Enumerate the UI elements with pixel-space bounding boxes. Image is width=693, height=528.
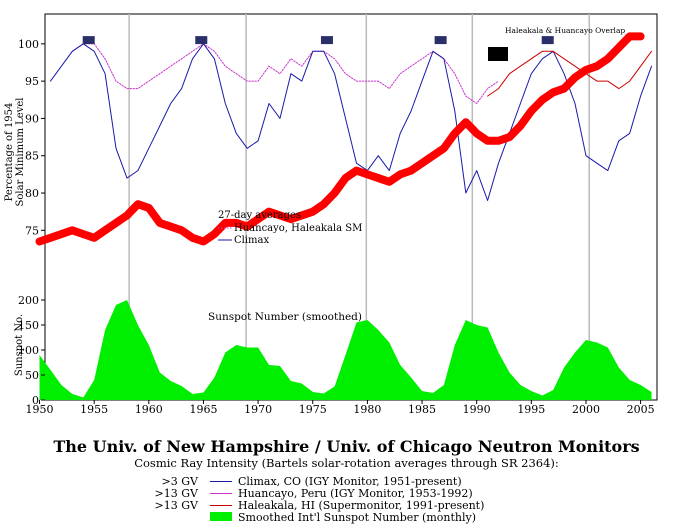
legend-item-haleakala: >13 GV Haleakala, HI (Supermonitor, 1991… (150, 499, 650, 512)
x-tick-label: 1965 (189, 403, 217, 416)
x-tick-label: 1960 (135, 403, 163, 416)
y-tick-label: 75 (25, 224, 39, 237)
x-tick-label: 1970 (244, 403, 272, 416)
legend-swatch (210, 493, 232, 494)
legend-swatch (210, 512, 232, 521)
x-tick-label: 1950 (26, 403, 54, 416)
overlap-marker (488, 47, 508, 61)
y-tick-label: 100 (18, 38, 39, 51)
x-tick-label: 2000 (572, 403, 600, 416)
legend-swatch (210, 481, 232, 482)
inset-title: 27-day averages (218, 210, 301, 221)
x-tick-label: 1980 (353, 403, 381, 416)
x-tick-label: 1985 (408, 403, 436, 416)
x-tick-label: 1955 (80, 403, 108, 416)
legend-gv: >13 GV (154, 487, 198, 500)
inset-legend-label: Climax (234, 235, 269, 246)
x-tick-label: 2005 (627, 403, 655, 416)
legend-label: Climax, CO (IGY Monitor, 1951-present) (238, 475, 462, 488)
solar-min-marker (434, 36, 447, 45)
chart-title: The Univ. of New Hampshire / Univ. of Ch… (53, 437, 640, 456)
climax-series-line (50, 43, 652, 201)
chart-canvas: 1950 1955 1960 1965 1970 1975 1980 1985 1990 1995… (4, 13, 658, 416)
smoothed-overlay-line (35, 32, 645, 246)
sunspot-annotation: Sunspot Number (smoothed) (208, 311, 362, 323)
top-y-axis-label: Solar Minimum Level (15, 98, 26, 207)
overlap-label: Haleakala & Huancayo Overlap (505, 26, 625, 35)
legend-gv: >13 GV (154, 499, 198, 512)
haleakala-series-line (487, 50, 652, 97)
top-y-axis-label: Percentage of 1954 (4, 103, 15, 202)
legend-label: Haleakala, HI (Supermonitor, 1991-presen… (238, 499, 485, 512)
legend-item-climax: >3 GV Climax, CO (IGY Monitor, 1951-pres… (150, 475, 650, 488)
solar-min-marker (82, 36, 95, 45)
legend-swatch (210, 505, 232, 506)
legend-label: Huancayo, Peru (IGY Monitor, 1953-1992) (238, 487, 473, 500)
legend-item-huancayo: >13 GV Huancayo, Peru (IGY Monitor, 1953… (150, 487, 650, 500)
sunspot-area (39, 300, 652, 400)
chart-subtitle: Cosmic Ray Intensity (Bartels solar-rota… (134, 456, 559, 470)
y-tick-label: 100 (18, 344, 39, 357)
x-tick-label: 1975 (299, 403, 327, 416)
huancayo-series-line (71, 43, 499, 104)
legend-label: Smoothed Int'l Sunspot Number (monthly) (238, 511, 476, 524)
y-tick-label: 150 (18, 319, 39, 332)
inset-legend-label: Huancayo, Haleakala SM (234, 223, 362, 234)
x-tick-label: 1990 (463, 403, 491, 416)
solar-min-marker (195, 36, 208, 45)
legend-gv: >3 GV (161, 475, 198, 488)
y-tick-label: 50 (25, 369, 39, 382)
y-tick-label: 85 (25, 150, 39, 163)
solar-min-marker (541, 36, 554, 45)
bottom-y-axis-label: Sunspot No. (14, 314, 25, 376)
y-tick-label: 0 (32, 394, 39, 407)
y-tick-label: 80 (25, 187, 39, 200)
solar-min-marker (320, 36, 333, 45)
y-tick-label: 200 (18, 294, 39, 307)
y-tick-label: 95 (25, 75, 39, 88)
y-tick-label: 90 (25, 112, 39, 125)
x-tick-label: 1995 (517, 403, 545, 416)
legend-item-sunspot: Smoothed Int'l Sunspot Number (monthly) (150, 511, 650, 524)
